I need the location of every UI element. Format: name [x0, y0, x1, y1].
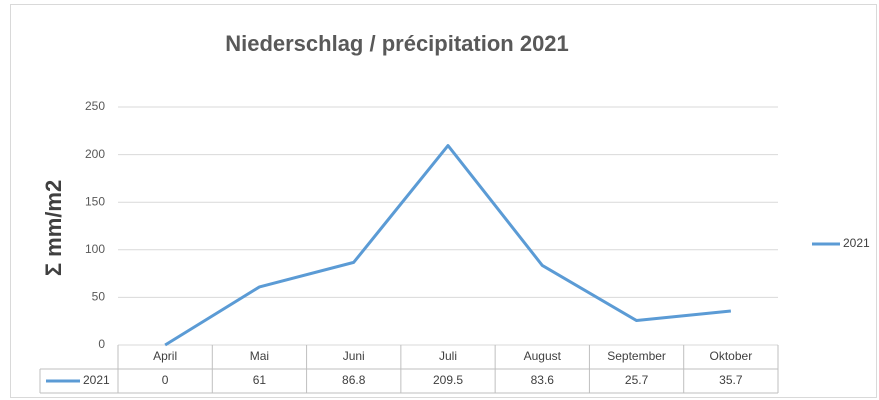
x-tick-label: Juli: [439, 349, 457, 363]
table-value: 25.7: [625, 373, 649, 387]
x-tick-label: Oktober: [710, 349, 753, 363]
x-tick-label: Juni: [343, 349, 365, 363]
y-tick-label: 250: [85, 99, 105, 113]
table-value: 61: [253, 373, 267, 387]
y-tick-label: 100: [85, 242, 105, 256]
x-tick-label: Mai: [250, 349, 269, 363]
table-value: 83.6: [531, 373, 555, 387]
x-tick-label: August: [524, 349, 562, 363]
legend-label: 2021: [843, 236, 870, 250]
table-value: 86.8: [342, 373, 366, 387]
y-tick-label: 0: [98, 337, 105, 351]
y-tick-label: 200: [85, 147, 105, 161]
table-value: 209.5: [433, 373, 463, 387]
y-axis-label: Σ mm/m2: [41, 180, 66, 276]
x-tick-label: September: [607, 349, 666, 363]
table-value: 35.7: [719, 373, 743, 387]
table-series-name: 2021: [83, 373, 110, 387]
y-tick-label: 50: [92, 290, 106, 304]
x-tick-label: April: [153, 349, 177, 363]
chart-title: Niederschlag / précipitation 2021: [225, 31, 569, 56]
line-series: [164, 144, 732, 347]
y-tick-label: 150: [85, 194, 105, 208]
chart-border: [10, 4, 877, 398]
table-value: 0: [162, 373, 169, 387]
